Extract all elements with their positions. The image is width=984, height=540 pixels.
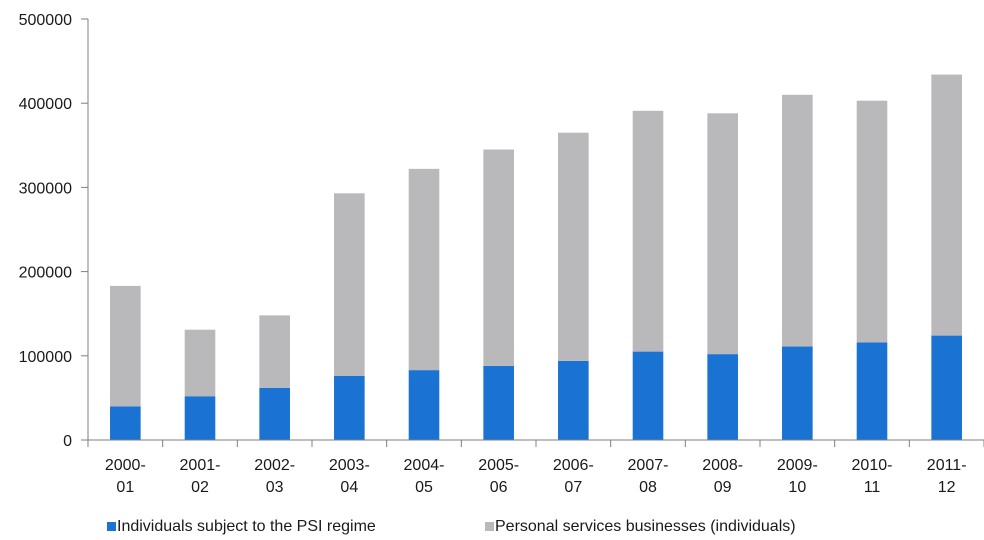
bar-personal-services	[707, 113, 738, 355]
y-tick-label: 100000	[19, 349, 72, 366]
bar-personal-services	[782, 94, 813, 347]
bar-psi-regime	[259, 387, 290, 440]
x-tick-label: 2006-07	[553, 457, 594, 496]
bar-personal-services	[558, 132, 589, 361]
y-tick-label: 200000	[19, 265, 72, 282]
bar-personal-services	[632, 110, 664, 352]
y-tick-label: 400000	[19, 96, 72, 113]
bar-personal-services	[259, 315, 290, 388]
bar-psi-regime	[483, 365, 514, 440]
x-tick-label: 2001-02	[180, 457, 221, 496]
bar-psi-regime	[931, 335, 962, 440]
legend-label: Individuals subject to the PSI regime	[117, 518, 376, 535]
bar-psi-regime	[782, 346, 813, 440]
bars	[110, 74, 962, 440]
legend: Individuals subject to the PSI regime Per…	[107, 518, 796, 535]
bar-psi-regime	[334, 376, 365, 440]
x-tick-label: 2004-05	[404, 457, 445, 496]
x-tick-label: 2011-12	[927, 457, 967, 496]
bar-psi-regime	[632, 351, 664, 440]
bar-psi-regime	[558, 360, 589, 440]
y-axis-ticks: 0 100000 200000 300000 400000 500000	[19, 12, 88, 450]
bar-personal-services	[856, 100, 888, 343]
x-tick-label: 2005-06	[478, 457, 519, 496]
x-tick-label: 2000-01	[105, 457, 146, 496]
bar-personal-services	[408, 168, 440, 371]
y-tick-label: 300000	[19, 180, 72, 197]
y-tick-label: 0	[63, 433, 72, 450]
x-tick-label: 2010-11	[852, 457, 893, 496]
x-tick-label: 2002-03	[254, 457, 295, 496]
bar-personal-services	[483, 149, 514, 366]
bar-personal-services	[110, 285, 141, 407]
legend-label: Personal services businesses (individual…	[495, 518, 796, 535]
x-tick-label: 2009-10	[777, 457, 818, 496]
x-tick-label: 2003-04	[329, 457, 370, 496]
bar-psi-regime	[856, 342, 888, 440]
bar-psi-regime	[110, 406, 141, 440]
bar-personal-services	[334, 193, 365, 377]
x-axis-labels: 2000-01 2001-02 2002-03 2003-04 2004-05 2005-…	[87, 440, 984, 496]
bar-personal-services	[931, 74, 962, 336]
legend-swatch	[485, 522, 494, 531]
bar-psi-regime	[707, 354, 738, 440]
bar-personal-services	[184, 329, 216, 397]
x-tick-label: 2008-09	[702, 457, 743, 496]
legend-swatch	[107, 522, 116, 531]
bar-psi-regime	[408, 370, 440, 440]
x-tick-label: 2007-08	[628, 457, 669, 496]
bar-psi-regime	[184, 396, 216, 440]
y-tick-label: 500000	[19, 12, 72, 29]
